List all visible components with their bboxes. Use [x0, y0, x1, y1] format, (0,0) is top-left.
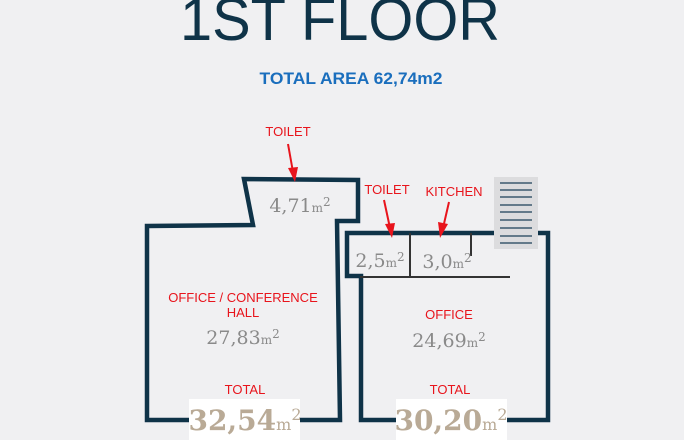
stairs-icon [494, 177, 538, 249]
right-unit-walls [344, 230, 551, 423]
toilet-right-label: TOILET [364, 182, 409, 197]
toilet-top-label: TOILET [265, 124, 310, 139]
total-area: TOTAL AREA 62,74m2 [260, 69, 443, 88]
office-conference-area: 27,83m2 [206, 327, 279, 349]
toilet-right-area: 2,5m2 [355, 250, 404, 272]
office-conference-label: OFFICE / CONFERENCE [168, 290, 318, 305]
page-title: 1ST FLOOR [180, 0, 500, 53]
arrow-icon [438, 201, 450, 238]
toilet-top-area: 4,71m2 [269, 195, 330, 217]
arrow-icon [383, 199, 395, 238]
office-conference-label-line2: HALL [227, 305, 260, 320]
left-total-label: TOTAL [225, 382, 266, 397]
kitchen-label: KITCHEN [425, 184, 482, 199]
office-area: 24,69m2 [412, 330, 485, 352]
right-total-label: TOTAL [430, 382, 471, 397]
arrow-icon [287, 143, 298, 182]
office-label: OFFICE [425, 307, 473, 322]
left-total-value: 32,54m2 [188, 404, 301, 437]
right-total-value: 30,20m2 [394, 404, 507, 437]
kitchen-area: 3,0m2 [422, 251, 471, 273]
